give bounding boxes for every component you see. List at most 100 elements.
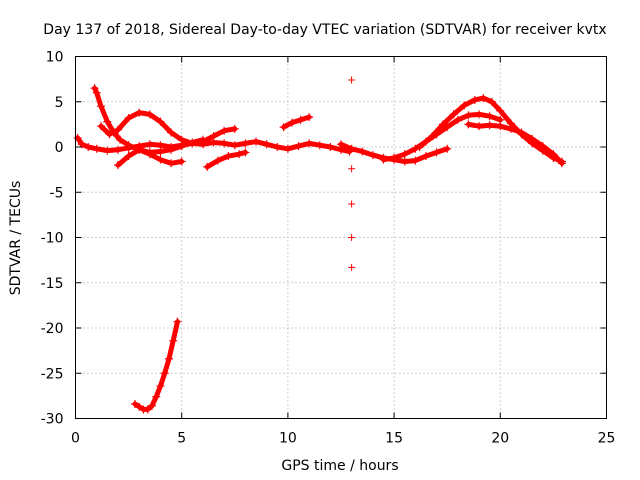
data-point [428, 132, 437, 141]
data-point [347, 144, 356, 153]
data-point [230, 124, 239, 133]
data-point [438, 120, 447, 129]
data-point [203, 162, 212, 171]
x-tick-label: 15 [385, 431, 403, 447]
data-point [167, 128, 176, 137]
outlier-point [348, 165, 356, 173]
data-point [296, 115, 305, 124]
data-point [113, 145, 122, 154]
data-point [517, 128, 526, 137]
data-point [485, 121, 494, 130]
data-point [262, 140, 271, 149]
y-tick-label: -30 [41, 412, 64, 428]
data-point [220, 139, 229, 148]
x-tick-label: 5 [177, 431, 186, 447]
x-tick-label: 25 [598, 431, 616, 447]
y-tick-label: -20 [41, 321, 64, 337]
data-point [145, 110, 154, 119]
data-point [337, 140, 345, 149]
data-point [116, 135, 125, 144]
data-point [145, 150, 154, 159]
data-point [421, 152, 430, 161]
data-point [470, 95, 479, 104]
data-point [156, 155, 165, 164]
data-point [449, 110, 458, 119]
data-point [135, 108, 144, 117]
data-point [475, 122, 484, 131]
data-point [90, 84, 99, 93]
data-point [305, 139, 314, 148]
data-point [124, 141, 133, 150]
data-point [103, 117, 112, 126]
data-point [124, 152, 133, 161]
x-tick-label: 20 [491, 431, 509, 447]
data-point [145, 140, 154, 149]
data-point [96, 122, 105, 131]
series-arc-6 [281, 114, 312, 130]
data-point [103, 146, 112, 155]
data-point [167, 145, 176, 154]
data-point [230, 141, 239, 150]
data-point [528, 134, 537, 143]
x-axis-title: GPS time / hours [281, 458, 398, 474]
data-point [147, 401, 156, 410]
data-point [188, 139, 197, 148]
data-point [77, 140, 86, 149]
data-point [460, 101, 469, 110]
data-point [283, 144, 292, 153]
data-point [241, 139, 250, 148]
data-point [177, 157, 186, 166]
data-point [479, 94, 488, 103]
data-point [279, 123, 288, 132]
data-point [224, 152, 233, 161]
data-point [143, 405, 152, 414]
y-tick-label: 0 [55, 140, 64, 156]
y-tick-label: 10 [46, 50, 64, 66]
x-tick-label: 10 [279, 431, 297, 447]
data-point [411, 156, 420, 165]
data-point [358, 147, 367, 156]
data-point [235, 150, 244, 159]
data-point [379, 155, 388, 164]
data-point [475, 110, 484, 119]
data-point [156, 381, 165, 390]
data-point [124, 114, 133, 123]
data-point [273, 143, 282, 151]
data-point [113, 125, 122, 134]
data-point [135, 402, 144, 411]
outlier-point [348, 234, 356, 241]
data-point [443, 144, 452, 153]
data-point [177, 135, 186, 144]
data-point [485, 112, 494, 121]
data-point [167, 159, 176, 168]
data-point [241, 148, 250, 157]
data-point [326, 143, 335, 151]
data-point [92, 144, 101, 153]
data-point [464, 120, 473, 129]
data-point [496, 106, 505, 115]
y-tick-label: 5 [55, 95, 64, 111]
data-point [506, 124, 515, 133]
y-axis-title: SDTVAR / TECUs [8, 181, 24, 296]
data-point [198, 137, 207, 146]
data-point [220, 126, 229, 135]
data-point [73, 133, 82, 142]
data-point [160, 369, 169, 378]
data-point [464, 111, 473, 120]
data-point [453, 115, 462, 124]
series-arc-1 [75, 135, 352, 154]
data-point [113, 161, 122, 170]
data-point [415, 143, 424, 151]
data-point [96, 102, 105, 111]
data-point [443, 123, 452, 132]
series-arc-10 [465, 121, 565, 166]
data-point [305, 113, 314, 122]
data-point [156, 117, 165, 126]
data-point [390, 153, 399, 162]
outlier-point [348, 200, 356, 208]
chart-title: Day 137 of 2018, Sidereal Day-to-day VTE… [43, 22, 606, 38]
data-point [92, 88, 101, 97]
outlier-point [348, 76, 356, 84]
